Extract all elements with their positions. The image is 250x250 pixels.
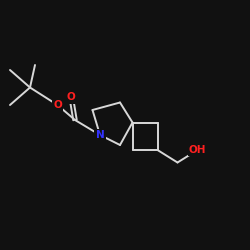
Text: O: O — [67, 92, 76, 102]
Text: N: N — [96, 130, 104, 140]
Text: O: O — [53, 100, 62, 110]
Text: OH: OH — [189, 145, 206, 155]
